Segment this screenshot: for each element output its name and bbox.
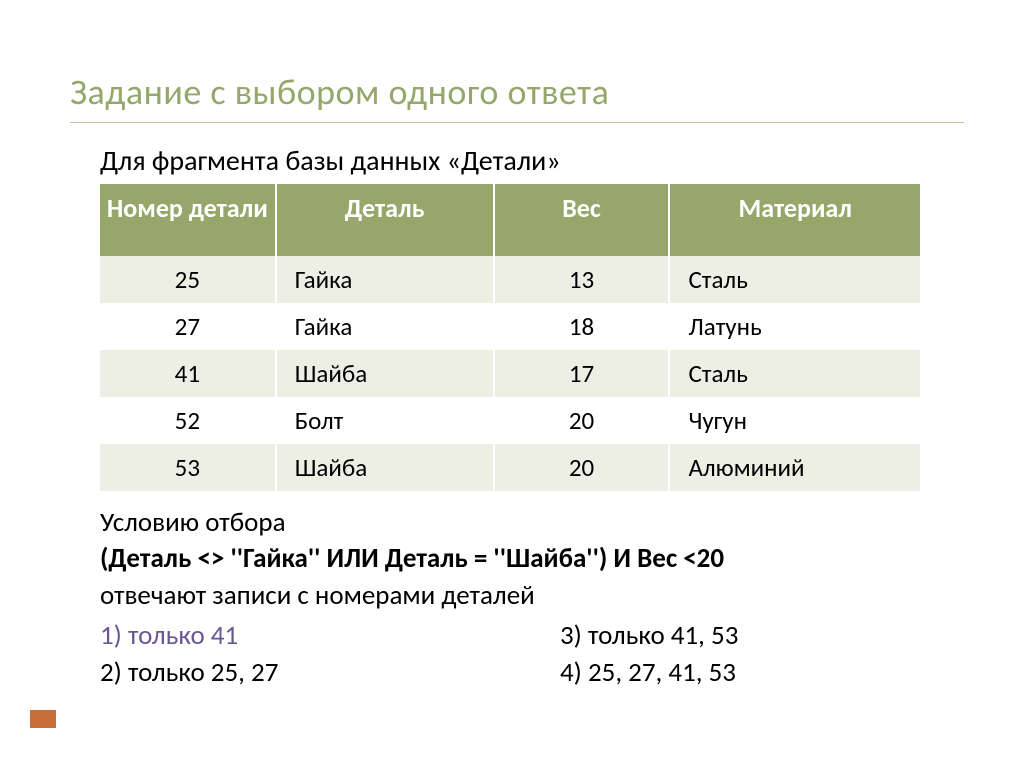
condition-line2: (Деталь <> ''Гайка'' ИЛИ Деталь = ''Шайб… — [100, 541, 964, 577]
cell-part: Шайба — [276, 350, 494, 397]
cell-material: Латунь — [669, 303, 920, 350]
table-header-row: Номер детали Деталь Вес Материал — [100, 184, 920, 256]
slide-title: Задание с выбором одного ответа — [70, 70, 964, 114]
cell-material: Сталь — [669, 350, 920, 397]
table-row: 27Гайка18Латунь — [100, 303, 920, 350]
cell-material: Сталь — [669, 256, 920, 303]
cell-material: Чугун — [669, 397, 920, 444]
option-2: 2) только 25, 27 — [100, 655, 560, 691]
cell-weight: 18 — [494, 303, 670, 350]
cell-number: 27 — [100, 303, 276, 350]
cell-weight: 20 — [494, 397, 670, 444]
condition-line3: отвечают записи с номерами деталей — [100, 578, 964, 614]
cell-weight: 17 — [494, 350, 670, 397]
col-header-weight: Вес — [494, 184, 670, 256]
cell-weight: 20 — [494, 444, 670, 491]
accent-rectangle — [30, 710, 56, 728]
col-header-material: Материал — [669, 184, 920, 256]
condition-line1: Условию отбора — [100, 505, 964, 541]
answer-options: 1) только 41 3) только 41, 53 2) только … — [100, 618, 964, 691]
col-header-part: Деталь — [276, 184, 494, 256]
cell-number: 52 — [100, 397, 276, 444]
option-3: 3) только 41, 53 — [560, 618, 738, 654]
cell-material: Алюминий — [669, 444, 920, 491]
table-row: 25Гайка13Сталь — [100, 256, 920, 303]
cell-part: Гайка — [276, 303, 494, 350]
title-rule — [70, 122, 964, 123]
option-1: 1) только 41 — [100, 618, 560, 654]
table-body: 25Гайка13Сталь27Гайка18Латунь41Шайба17Ст… — [100, 256, 920, 491]
slide-subtitle: Для фрагмента базы данных «Детали» — [100, 143, 964, 178]
table-row: 53Шайба20Алюминий — [100, 444, 920, 491]
cell-part: Болт — [276, 397, 494, 444]
cell-number: 53 — [100, 444, 276, 491]
condition-block: Условию отбора (Деталь <> ''Гайка'' ИЛИ … — [100, 505, 964, 614]
table-row: 41Шайба17Сталь — [100, 350, 920, 397]
cell-part: Шайба — [276, 444, 494, 491]
option-4: 4) 25, 27, 41, 53 — [560, 655, 736, 691]
cell-number: 41 — [100, 350, 276, 397]
cell-number: 25 — [100, 256, 276, 303]
slide-container: Задание с выбором одного ответа Для фраг… — [0, 0, 1024, 768]
cell-part: Гайка — [276, 256, 494, 303]
cell-weight: 13 — [494, 256, 670, 303]
table-row: 52Болт20Чугун — [100, 397, 920, 444]
col-header-number: Номер детали — [100, 184, 276, 256]
data-table: Номер детали Деталь Вес Материал 25Гайка… — [100, 184, 920, 491]
